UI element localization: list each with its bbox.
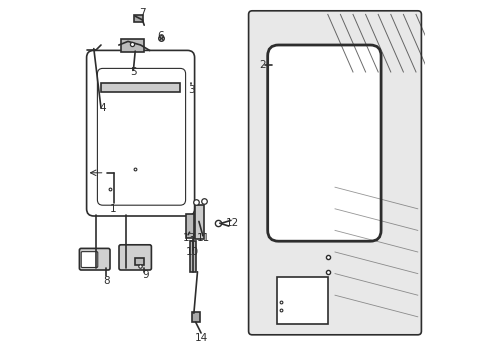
FancyBboxPatch shape [81, 252, 98, 267]
FancyBboxPatch shape [248, 11, 421, 335]
Text: 4: 4 [99, 103, 106, 113]
Bar [134, 15, 144, 22]
Text: 1: 1 [110, 204, 117, 214]
Text: 14: 14 [195, 333, 208, 343]
Text: 12: 12 [226, 218, 239, 228]
FancyBboxPatch shape [119, 245, 151, 270]
Text: 11: 11 [197, 233, 210, 243]
FancyBboxPatch shape [272, 54, 376, 234]
Text: 7: 7 [139, 8, 146, 18]
FancyBboxPatch shape [79, 248, 110, 270]
Text: 2: 2 [260, 60, 266, 70]
Bar [121, 39, 144, 52]
Bar [192, 312, 200, 322]
Text: 3: 3 [188, 85, 195, 95]
FancyBboxPatch shape [87, 50, 195, 216]
Bar [135, 258, 144, 265]
Bar [186, 214, 194, 238]
Text: 8: 8 [103, 276, 110, 286]
Text: 10: 10 [186, 247, 199, 257]
Text: 13: 13 [183, 233, 196, 243]
Bar [190, 241, 196, 272]
Text: 6: 6 [157, 31, 164, 41]
Text: 9: 9 [143, 270, 149, 280]
Bar [101, 83, 180, 92]
FancyBboxPatch shape [98, 68, 186, 205]
FancyBboxPatch shape [268, 45, 381, 241]
Bar [277, 277, 328, 324]
Bar [195, 205, 204, 239]
Text: 5: 5 [130, 67, 137, 77]
